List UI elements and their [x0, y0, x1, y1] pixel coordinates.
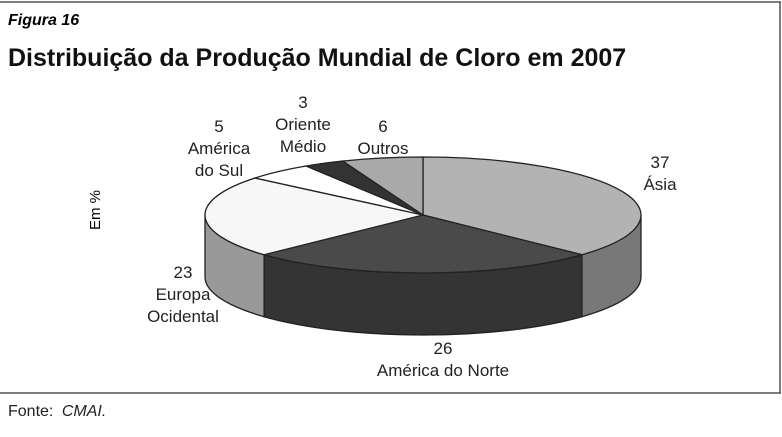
slice: [340, 156, 424, 217]
pie: [204, 156, 642, 336]
value-label: 37: [650, 153, 670, 172]
source-text: CMAI.: [62, 403, 106, 420]
value-label: 6: [378, 117, 388, 136]
category-label: América do Sul: [187, 139, 251, 180]
value-label: 3: [298, 93, 308, 112]
source: Fonte: CMAI.: [8, 403, 106, 420]
unit-label: Em %: [87, 190, 104, 230]
category-label: Ásia: [643, 175, 677, 194]
figure-label: Figura 16: [8, 12, 79, 29]
value-label: 5: [214, 117, 224, 136]
slice: [261, 214, 585, 274]
slice: [204, 177, 424, 256]
category-label: Oriente Médio: [275, 115, 331, 156]
category-label: América do Norte: [376, 361, 510, 380]
chart-title: Distribuição da Produção Mundial de Clor…: [8, 44, 626, 72]
value-label: 23: [173, 263, 193, 282]
slice: [422, 156, 642, 256]
category-label: Outros: [357, 139, 409, 158]
category-label: Europa Ocidental: [147, 285, 219, 326]
source-label: Fonte:: [8, 403, 53, 420]
value-label: 26: [433, 339, 453, 358]
